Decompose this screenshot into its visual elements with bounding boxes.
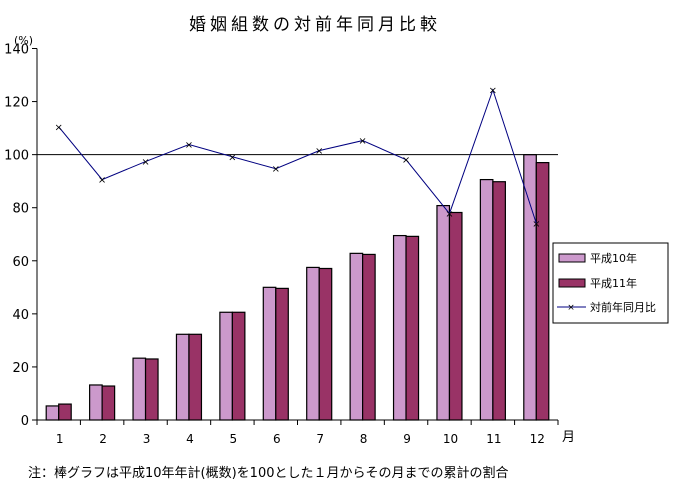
legend-label-h10: 平成10年 bbox=[590, 251, 637, 265]
ratio-point: × bbox=[445, 209, 453, 220]
bar-h10 bbox=[219, 311, 233, 421]
x-tick-label: 1 bbox=[56, 432, 64, 446]
x-tick-label: 10 bbox=[443, 432, 458, 446]
legend: 平成10年 平成11年 × 対前年同月比 bbox=[552, 242, 669, 324]
x-tick-label: 3 bbox=[143, 432, 151, 446]
y-tick-label: 20 bbox=[12, 361, 29, 376]
ratio-point: × bbox=[185, 140, 193, 151]
legend-label-h11: 平成11年 bbox=[590, 276, 637, 290]
x-tick-label: 12 bbox=[530, 432, 545, 446]
ratio-point: × bbox=[228, 152, 236, 163]
bar-h11 bbox=[58, 403, 72, 421]
bar-h11 bbox=[231, 311, 246, 421]
bar-h10 bbox=[175, 333, 190, 421]
ratio-point: × bbox=[98, 175, 106, 186]
y-tick-label: 0 bbox=[21, 414, 29, 429]
legend-swatch-h10 bbox=[558, 253, 586, 263]
bar-h11 bbox=[275, 287, 289, 421]
x-tick-label: 4 bbox=[186, 432, 194, 446]
bar-h10 bbox=[89, 384, 103, 421]
ratio-point: × bbox=[532, 219, 540, 230]
legend-marker-ratio: × bbox=[567, 303, 575, 313]
ratio-point: × bbox=[315, 146, 323, 157]
bar-h10 bbox=[132, 357, 147, 421]
bar-h10 bbox=[262, 286, 277, 421]
ratio-point: × bbox=[55, 122, 63, 133]
x-tick-label: 2 bbox=[99, 432, 107, 446]
ratio-line bbox=[58, 88, 537, 224]
bar-h10 bbox=[523, 154, 537, 421]
bar-h10 bbox=[45, 405, 60, 421]
bar-h11 bbox=[318, 267, 333, 421]
bar-h10 bbox=[479, 178, 494, 421]
bar-h10 bbox=[436, 204, 451, 421]
ratio-point: × bbox=[489, 85, 497, 96]
x-tick-label: 7 bbox=[316, 432, 324, 446]
bar-h11 bbox=[101, 385, 116, 421]
footnote: 注：棒グラフは平成10年年計(概数)を100とした１月からその月までの累計の割合 bbox=[28, 465, 509, 481]
bar-h11 bbox=[405, 235, 420, 421]
ratio-point: × bbox=[141, 157, 149, 168]
x-tick-label: 11 bbox=[486, 432, 501, 446]
ratio-point: × bbox=[402, 155, 410, 166]
y-tick-label: 140 bbox=[4, 43, 29, 58]
ratio-point: × bbox=[272, 164, 280, 175]
chart-title: 婚姻組数の対前年同月比較 bbox=[189, 15, 441, 35]
bar-h11 bbox=[144, 358, 159, 421]
legend-label-ratio: 対前年同月比 bbox=[590, 300, 656, 314]
x-tick-label: 6 bbox=[273, 432, 281, 446]
y-tick-label: 40 bbox=[12, 308, 29, 323]
bar-h11 bbox=[362, 253, 376, 421]
bar-h10 bbox=[306, 266, 320, 421]
y-tick-label: 100 bbox=[4, 149, 29, 164]
x-tick-label: 8 bbox=[360, 432, 368, 446]
y-tick-label: 80 bbox=[12, 202, 29, 217]
y-tick-label: 60 bbox=[12, 255, 29, 270]
bar-h11 bbox=[492, 181, 506, 421]
y-axis-unit: (%) bbox=[14, 34, 33, 47]
bar-h11 bbox=[188, 333, 203, 421]
bar-h11 bbox=[535, 162, 550, 421]
bar-h11 bbox=[448, 211, 463, 421]
y-tick-label: 120 bbox=[4, 96, 29, 111]
legend-swatch-h11 bbox=[558, 278, 586, 288]
x-axis-unit: 月 bbox=[562, 430, 575, 445]
ratio-point: × bbox=[358, 136, 366, 147]
x-tick-label: 5 bbox=[230, 432, 238, 446]
x-tick-label: 9 bbox=[403, 432, 411, 446]
bar-h10 bbox=[392, 234, 407, 421]
bar-h10 bbox=[349, 252, 364, 421]
